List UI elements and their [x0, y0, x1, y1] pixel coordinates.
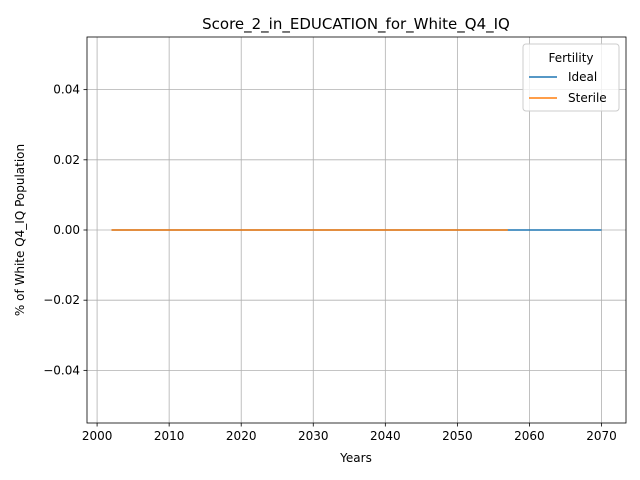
y-axis-ticks: −0.04 −0.02 0.00 0.02 0.04 — [43, 83, 87, 377]
x-tick-label: 2000 — [82, 429, 113, 443]
y-tick-label: −0.04 — [43, 363, 80, 377]
legend-label-sterile: Sterile — [568, 91, 607, 105]
y-tick-label: 0.02 — [53, 153, 80, 167]
x-tick-label: 2060 — [514, 429, 545, 443]
legend-items: Ideal Sterile — [529, 70, 607, 105]
x-axis-label: Years — [339, 451, 372, 465]
x-tick-label: 2020 — [226, 429, 257, 443]
legend-box — [522, 43, 620, 112]
legend-label-ideal: Ideal — [568, 70, 597, 84]
x-axis-ticks: 2000 2010 2020 2030 2040 2050 2060 2070 — [82, 423, 617, 443]
y-tick-label: −0.02 — [43, 293, 80, 307]
legend: Fertility Ideal Sterile — [522, 43, 620, 112]
x-tick-label: 2030 — [298, 429, 329, 443]
x-tick-label: 2070 — [586, 429, 617, 443]
x-tick-label: 2040 — [370, 429, 401, 443]
chart-title: Score_2_in_EDUCATION_for_White_Q4_IQ — [202, 15, 510, 34]
x-tick-label: 2010 — [154, 429, 185, 443]
y-axis-label: % of White Q4_IQ Population — [13, 144, 27, 316]
y-tick-label: 0.00 — [53, 223, 80, 237]
y-tick-label: 0.04 — [53, 83, 80, 97]
x-tick-label: 2050 — [442, 429, 473, 443]
legend-title: Fertility — [548, 51, 593, 65]
